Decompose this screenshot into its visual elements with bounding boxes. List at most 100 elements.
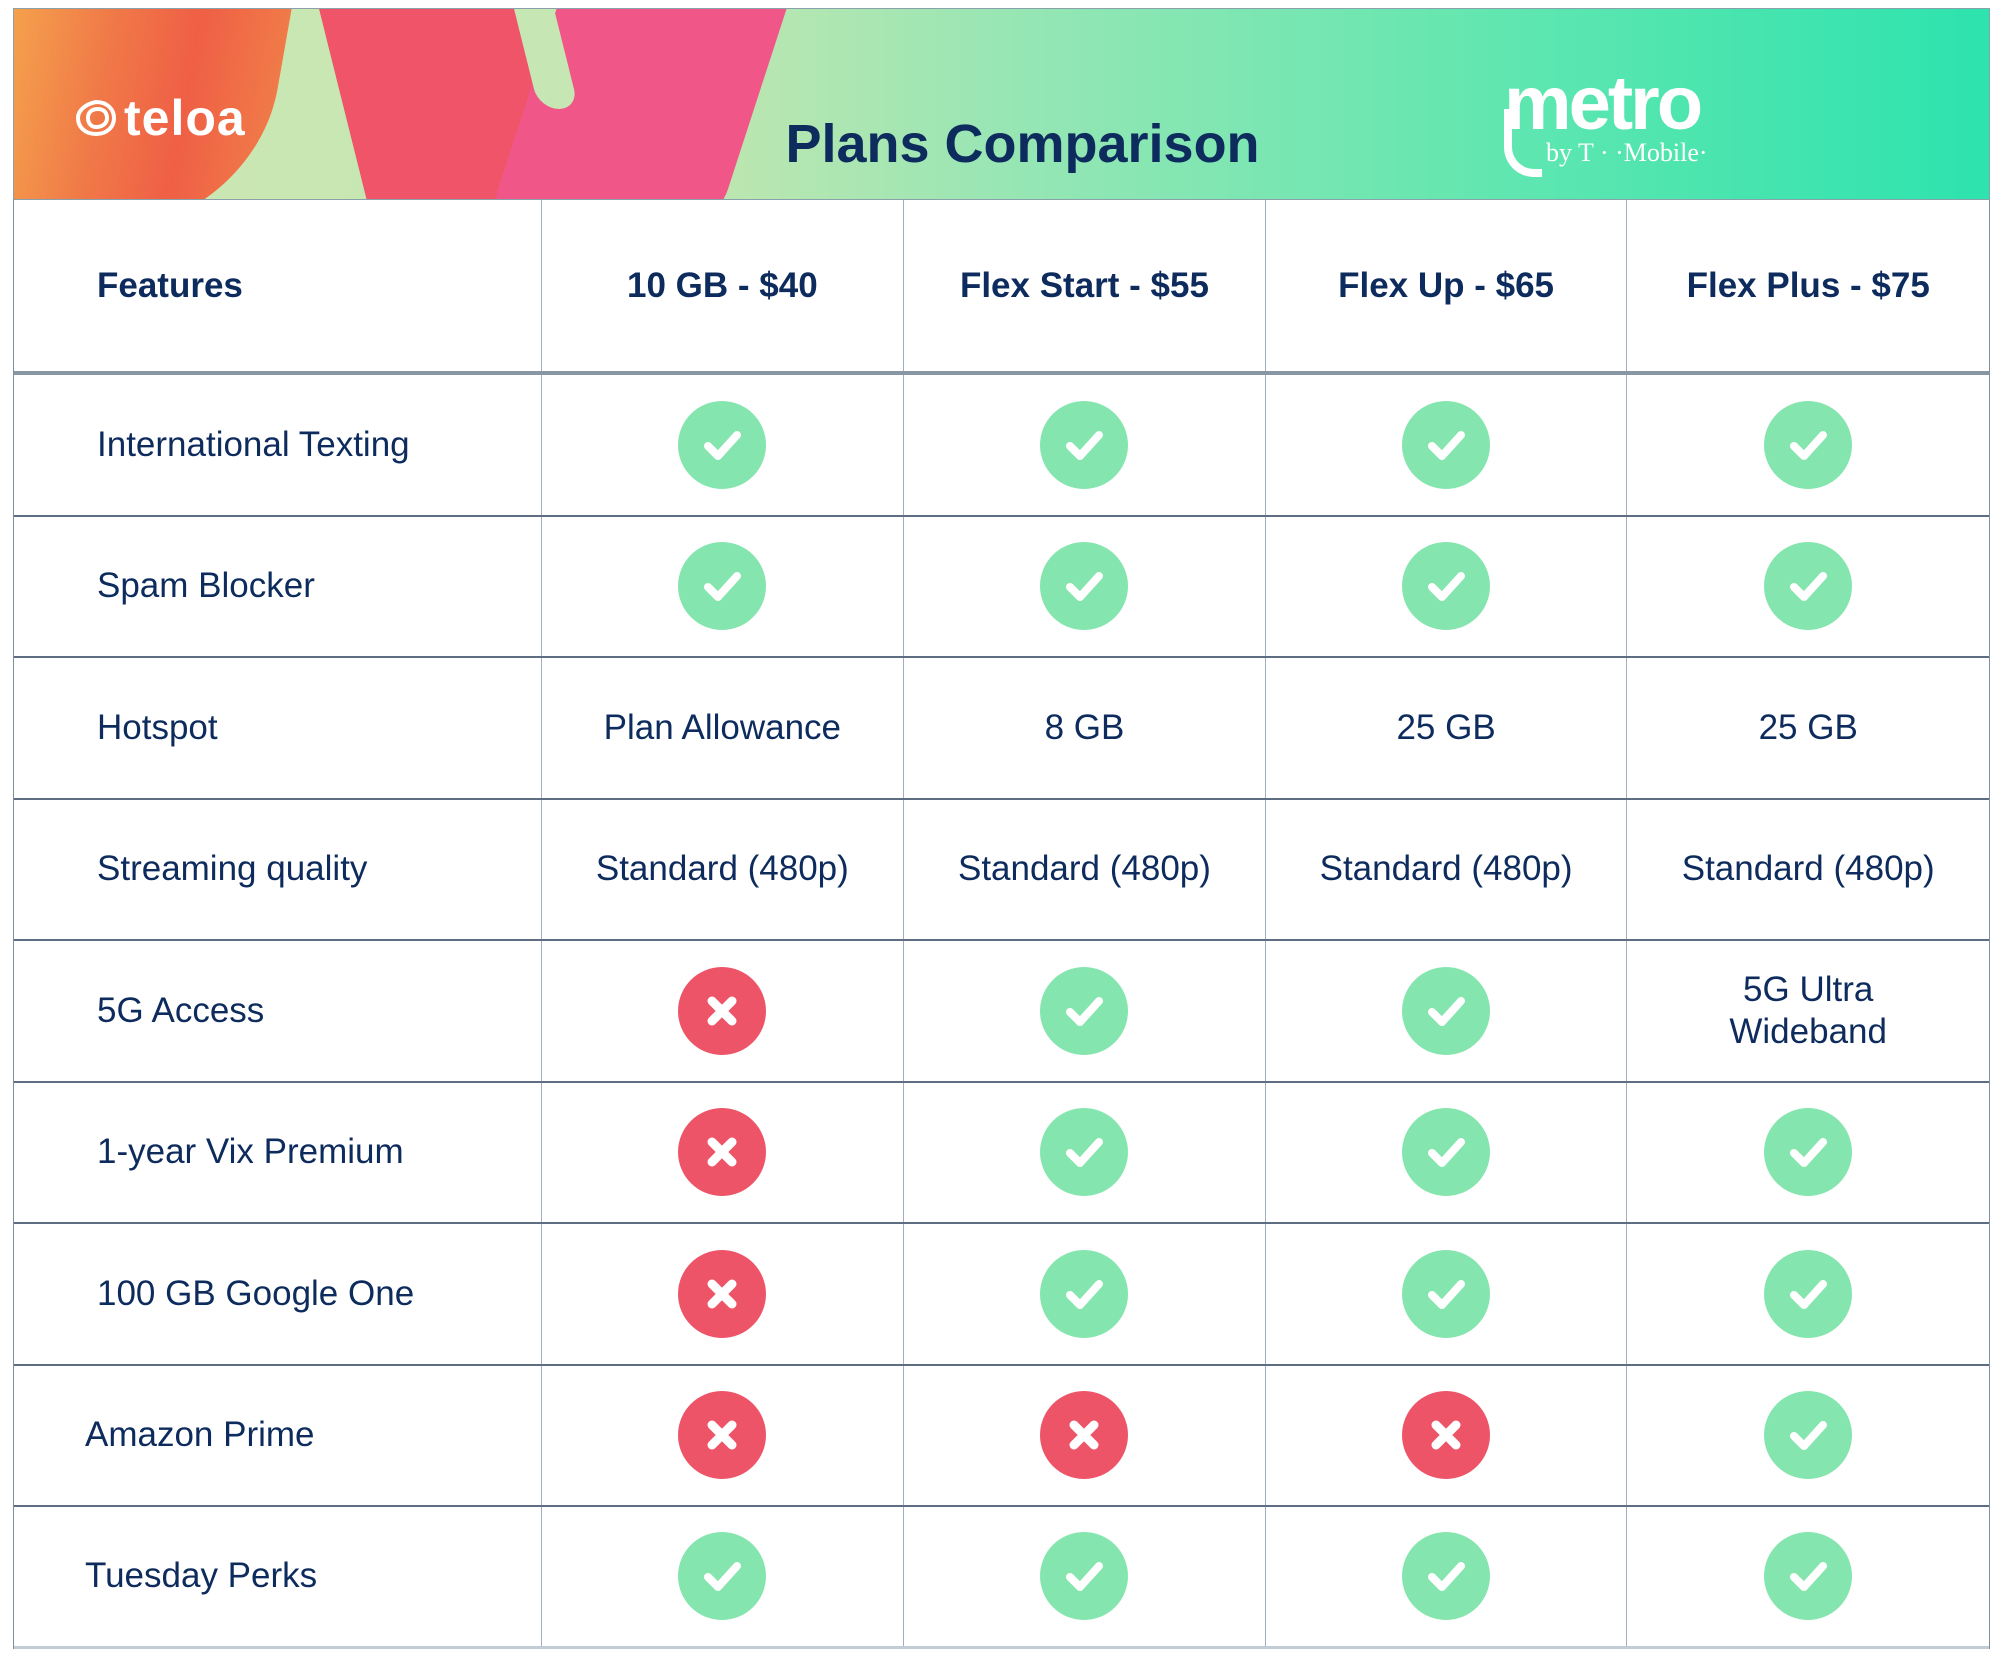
check-circle-icon	[678, 542, 767, 631]
check-glyph	[1428, 572, 1466, 602]
value-cell: 25 GB	[1627, 658, 1989, 798]
feature-label: Amazon Prime	[14, 1365, 542, 1505]
check-circle-icon	[1402, 1532, 1491, 1621]
status-cell	[542, 1224, 905, 1364]
x-glyph	[1431, 1420, 1461, 1450]
x-glyph	[707, 1137, 737, 1167]
check-glyph	[1066, 572, 1104, 602]
metro-logo-hook	[1504, 109, 1542, 177]
check-circle-icon	[678, 1532, 767, 1621]
table-row: 5G Access 5G Ultra Wideband	[14, 941, 1989, 1083]
status-cell	[904, 1365, 1266, 1505]
check-circle-icon	[1040, 966, 1129, 1055]
check-circle-icon	[1402, 1108, 1491, 1197]
teloa-wordmark: teloa	[124, 90, 246, 146]
feature-label: Hotspot	[14, 658, 542, 798]
table-row: Hotspot Plan Allowance 8 GB 25 GB 25 GB	[14, 658, 1989, 800]
table-row: Streaming quality Standard (480p) Standard…	[14, 799, 1989, 941]
check-circle-icon	[1764, 1108, 1853, 1197]
metro-subtitle: by T · ·Mobile·	[1546, 138, 1708, 167]
x-glyph	[1069, 1420, 1099, 1450]
status-cell	[904, 516, 1266, 656]
check-glyph	[1066, 430, 1104, 460]
status-cell	[1266, 941, 1628, 1081]
check-circle-icon	[678, 400, 767, 489]
feature-label: 5G Access	[14, 941, 542, 1081]
check-glyph	[1066, 1279, 1104, 1309]
status-cell	[904, 375, 1266, 515]
status-cell	[1627, 1224, 1989, 1364]
header-features: Features	[14, 200, 542, 371]
status-cell	[1627, 1083, 1989, 1223]
check-circle-icon	[1764, 400, 1853, 489]
cell-text: Plan Allowance	[603, 707, 842, 747]
cell-text: Standard (480p)	[595, 849, 849, 889]
feature-label: 100 GB Google One	[14, 1224, 542, 1364]
header-plan-10gb: 10 GB - $40	[542, 200, 905, 371]
value-cell: Standard (480p)	[904, 799, 1266, 939]
value-cell: Standard (480p)	[542, 799, 905, 939]
check-glyph	[1066, 996, 1104, 1026]
feature-label: Tuesday Perks	[14, 1507, 542, 1646]
status-cell	[542, 941, 905, 1081]
check-glyph	[1790, 1421, 1828, 1451]
x-circle-icon	[1040, 1391, 1129, 1480]
check-circle-icon	[1402, 1249, 1491, 1338]
check-circle-icon	[1040, 1108, 1129, 1197]
check-glyph	[704, 572, 742, 602]
x-circle-icon	[678, 1391, 767, 1480]
check-circle-icon	[1402, 400, 1491, 489]
check-glyph	[1790, 1138, 1828, 1168]
table-row: 1-year Vix Premium	[14, 1082, 1989, 1224]
check-circle-icon	[1764, 1391, 1853, 1480]
check-glyph	[1428, 1562, 1466, 1592]
check-glyph	[1790, 1279, 1828, 1309]
header-plan-flex-start: Flex Start - $55	[904, 200, 1266, 371]
status-cell	[1627, 375, 1989, 515]
check-glyph	[1066, 1138, 1104, 1168]
check-circle-icon	[1764, 1532, 1853, 1621]
x-glyph	[707, 1279, 737, 1309]
status-cell	[542, 516, 905, 656]
cell-text: Standard (480p)	[1319, 849, 1573, 889]
value-cell: 5G Ultra Wideband	[1627, 941, 1989, 1081]
status-cell	[542, 1365, 905, 1505]
x-glyph	[707, 1420, 737, 1450]
teloa-logo-icon	[75, 99, 117, 137]
status-cell	[1266, 1507, 1628, 1646]
check-glyph	[1790, 572, 1828, 602]
check-circle-icon	[1040, 400, 1129, 489]
metro-logo: metro by T · ·Mobile·	[1504, 66, 1708, 177]
page-title: Plans Comparison	[785, 114, 1260, 174]
status-cell	[1266, 1224, 1628, 1364]
x-circle-icon	[678, 1108, 767, 1197]
value-cell: 8 GB	[904, 658, 1266, 798]
cell-text: 8 GB	[1044, 707, 1125, 747]
check-circle-icon	[1040, 1532, 1129, 1621]
value-cell: 25 GB	[1266, 658, 1628, 798]
check-circle-icon	[1040, 542, 1129, 631]
header-plan-flex-plus: Flex Plus - $75	[1686, 265, 1930, 305]
check-circle-icon	[1764, 1249, 1853, 1338]
x-glyph	[707, 996, 737, 1026]
check-glyph	[1428, 996, 1466, 1026]
status-cell	[1266, 1365, 1628, 1505]
status-cell	[1627, 1366, 1989, 1506]
cell-text: 5G Ultra Wideband	[1729, 969, 1887, 1051]
check-glyph	[1428, 1279, 1466, 1309]
status-cell	[542, 375, 905, 515]
check-glyph	[1790, 430, 1828, 460]
feature-label: Streaming quality	[14, 799, 542, 939]
check-glyph	[704, 1562, 742, 1592]
status-cell	[904, 1224, 1266, 1364]
status-cell	[1627, 517, 1989, 657]
value-cell: Plan Allowance	[542, 658, 905, 798]
x-circle-icon	[678, 1249, 767, 1338]
status-cell	[1266, 375, 1628, 515]
table-row: Tuesday Perks	[14, 1507, 1989, 1649]
check-circle-icon	[1402, 542, 1491, 631]
value-cell: Standard (480p)	[1627, 800, 1989, 940]
status-cell	[904, 941, 1266, 1081]
plans-comparison-table: Features 10 GB - $40 Flex Start - $55 Fl…	[13, 200, 1990, 1649]
status-cell	[904, 1507, 1266, 1646]
